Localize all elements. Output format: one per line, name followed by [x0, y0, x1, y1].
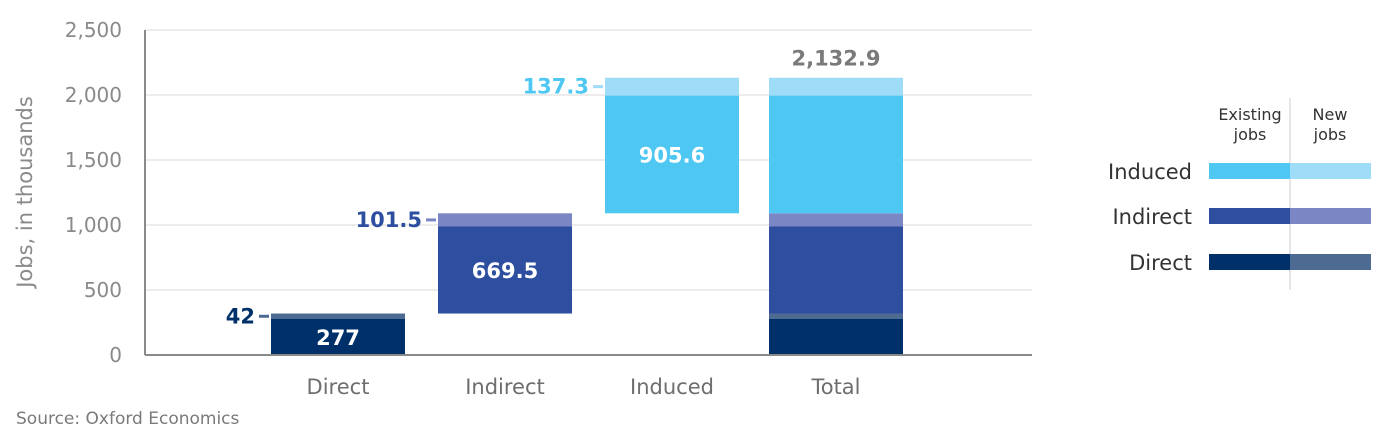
- legend: Existing jobs New jobs Induced Indirect Direct: [1108, 98, 1371, 290]
- total-value-label: 2,132.9: [791, 47, 880, 71]
- y-tick-label: 2,500: [65, 18, 122, 42]
- bar-induced-existing: [605, 95, 739, 214]
- source-note: Source: Oxford Economics: [16, 409, 240, 429]
- legend-swatch-direct-existing: [1209, 254, 1290, 270]
- bar-direct-existing: [271, 318, 405, 355]
- y-tick-label: 1,500: [65, 148, 122, 172]
- bars: [271, 77, 903, 355]
- legend-swatch-indirect-new: [1290, 208, 1371, 224]
- x-tick-label: Direct: [307, 375, 370, 399]
- existing-value-label: 905.6: [639, 143, 705, 167]
- legend-label-indirect: Indirect: [1112, 205, 1192, 229]
- x-tick-label: Induced: [630, 375, 714, 399]
- bar-direct-new: [271, 313, 405, 319]
- bar-total-direct-existing: [769, 318, 903, 355]
- bar-total-direct-new: [769, 313, 903, 319]
- bar-total-induced-new: [769, 77, 903, 96]
- data-labels: 277 42 669.5 101.5 905.6 137.3 2,132.9: [226, 47, 881, 350]
- existing-value-label: 669.5: [472, 259, 538, 283]
- x-tick-label: Indirect: [465, 375, 545, 399]
- legend-swatch-induced-new: [1290, 163, 1371, 179]
- bar-total-indirect-new: [769, 213, 903, 227]
- x-tick-label: Total: [810, 375, 860, 399]
- axes: 0 500 1,000 1,500 2,000 2,500 Direct Indirect In…: [65, 18, 1032, 399]
- bar-indirect-existing: [438, 226, 572, 314]
- y-tick-label: 500: [84, 278, 122, 302]
- new-value-label: 42: [226, 304, 255, 328]
- y-tick-label: 1,000: [65, 213, 122, 237]
- new-value-label: 101.5: [356, 208, 422, 232]
- bar-induced-new: [605, 77, 739, 96]
- y-axis-label: Jobs, in thousands: [13, 96, 37, 290]
- bar-total-indirect-existing: [769, 226, 903, 314]
- legend-swatch-direct-new: [1290, 254, 1371, 270]
- legend-label-direct: Direct: [1129, 251, 1192, 275]
- bar-indirect-new: [438, 213, 572, 227]
- legend-swatch-induced-existing: [1209, 163, 1290, 179]
- existing-value-label: 277: [316, 326, 360, 350]
- legend-column-existing: Existing jobs: [1218, 105, 1281, 144]
- legend-label-induced: Induced: [1108, 160, 1192, 184]
- y-tick-label: 0: [109, 343, 122, 367]
- y-tick-label: 2,000: [65, 83, 122, 107]
- bar-total-induced-existing: [769, 95, 903, 214]
- new-value-label: 137.3: [523, 75, 589, 99]
- legend-column-new: New jobs: [1313, 105, 1348, 144]
- legend-swatch-indirect-existing: [1209, 208, 1290, 224]
